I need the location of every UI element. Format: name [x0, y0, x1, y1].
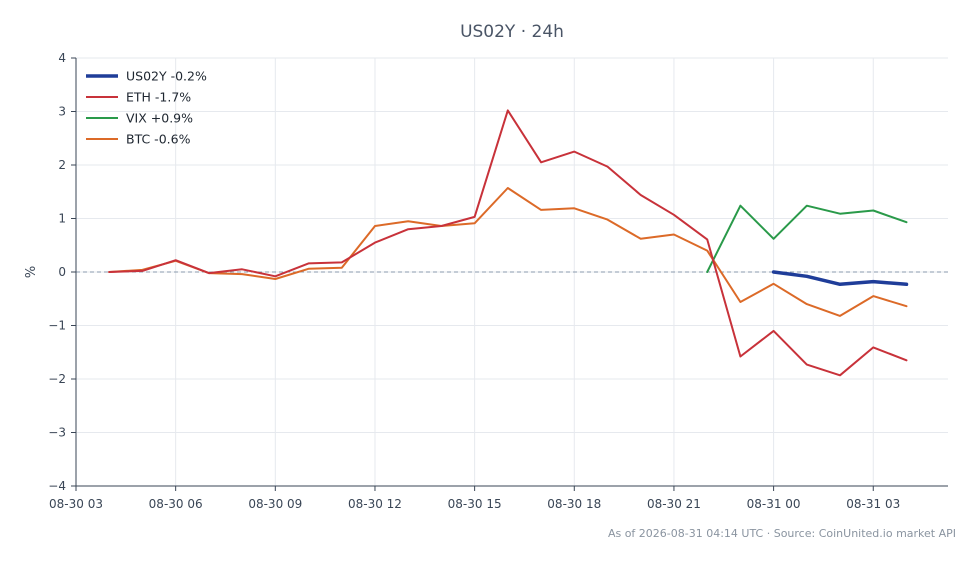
x-tick-label: 08-31 00 [747, 497, 801, 511]
x-tick-label: 08-30 21 [647, 497, 701, 511]
y-tick-label: −3 [48, 426, 66, 440]
x-tick-label: 08-30 12 [348, 497, 402, 511]
legend-label-btc: BTC -0.6% [126, 132, 191, 147]
series-line-eth [108, 109, 908, 377]
y-tick-label: 2 [58, 158, 66, 172]
x-tick-label: 08-30 15 [448, 497, 502, 511]
y-axis-label: % [24, 266, 39, 278]
axes: −4 −3 −2 −1 0 1 2 3 4 08-30 03 08-30 06 08-30 09 08-… [48, 51, 948, 511]
y-tick-label: 4 [58, 51, 66, 65]
series-lines [108, 109, 909, 377]
legend-label-us02y: US02Y -0.2% [126, 69, 207, 84]
y-tick-label: −1 [48, 319, 66, 333]
x-tick-label: 08-30 06 [149, 497, 203, 511]
y-tick-label: −2 [48, 372, 66, 386]
grid [75, 57, 948, 487]
legend-label-eth: ETH -1.7% [126, 90, 191, 105]
x-tick-label: 08-31 03 [846, 497, 900, 511]
x-tick-label: 08-30 18 [547, 497, 601, 511]
y-tick-label: 3 [58, 105, 66, 119]
y-tick-label: 0 [58, 265, 66, 279]
x-tick-label: 08-30 03 [49, 497, 103, 511]
chart-title: US02Y · 24h [460, 22, 564, 42]
y-tick-label: 1 [58, 212, 66, 226]
series-line-btc [108, 187, 908, 317]
x-tick-label: 08-30 09 [248, 497, 302, 511]
source-footer: As of 2026-08-31 04:14 UTC · Source: Coi… [608, 527, 956, 540]
legend-label-vix: VIX +0.9% [126, 111, 193, 126]
series-line-vix [706, 204, 908, 273]
y-tick-label: −4 [48, 479, 66, 493]
legend: US02Y -0.2% ETH -1.7% VIX +0.9% BTC -0.6% [86, 69, 207, 147]
series-line-us02y [771, 270, 909, 287]
